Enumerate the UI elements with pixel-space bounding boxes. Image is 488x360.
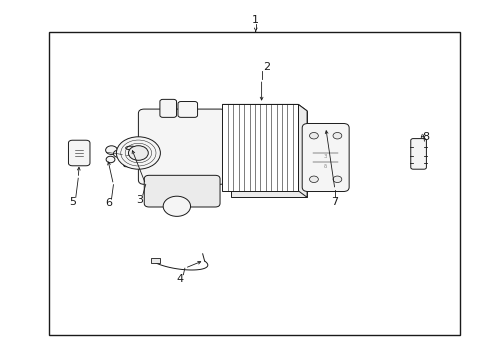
Text: 4: 4: [176, 274, 183, 284]
FancyBboxPatch shape: [138, 109, 225, 184]
Circle shape: [332, 132, 341, 139]
Text: 2: 2: [263, 62, 269, 72]
Circle shape: [332, 176, 341, 183]
Circle shape: [105, 146, 117, 154]
FancyBboxPatch shape: [178, 102, 197, 117]
Circle shape: [106, 156, 115, 163]
Text: 6: 6: [105, 198, 112, 208]
Ellipse shape: [125, 146, 136, 150]
Text: 8: 8: [421, 132, 428, 142]
Bar: [151, 258, 160, 263]
FancyBboxPatch shape: [68, 140, 90, 166]
Text: 3: 3: [323, 154, 327, 159]
Circle shape: [128, 146, 148, 160]
Circle shape: [113, 150, 123, 157]
FancyBboxPatch shape: [410, 139, 426, 169]
Bar: [222, 104, 298, 191]
Polygon shape: [222, 104, 306, 111]
FancyBboxPatch shape: [123, 147, 138, 167]
Circle shape: [309, 176, 318, 183]
Text: 5: 5: [69, 197, 76, 207]
Text: 1: 1: [252, 15, 259, 25]
Bar: [49, 32, 459, 335]
FancyBboxPatch shape: [302, 123, 348, 192]
Circle shape: [163, 196, 190, 216]
Text: 3: 3: [136, 195, 142, 205]
Circle shape: [309, 132, 318, 139]
Text: δ: δ: [324, 164, 326, 169]
Polygon shape: [298, 104, 306, 197]
Polygon shape: [231, 111, 306, 197]
FancyBboxPatch shape: [144, 175, 220, 207]
Circle shape: [116, 137, 160, 169]
Text: 7: 7: [331, 197, 338, 207]
FancyBboxPatch shape: [160, 99, 176, 117]
